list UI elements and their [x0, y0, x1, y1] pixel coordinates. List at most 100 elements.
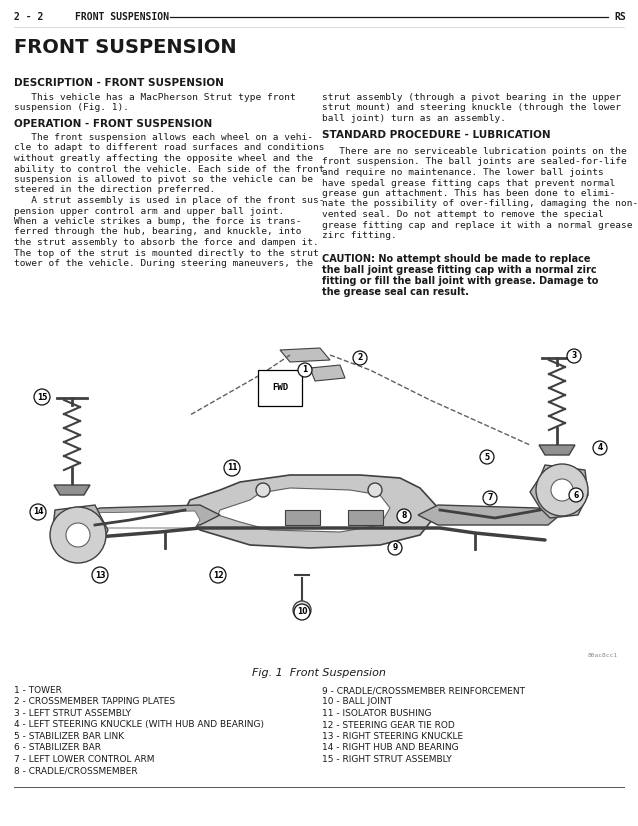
Text: 8: 8	[401, 511, 406, 520]
Circle shape	[30, 504, 46, 520]
Circle shape	[210, 567, 226, 583]
Text: 15 - RIGHT STRUT ASSEMBLY: 15 - RIGHT STRUT ASSEMBLY	[322, 755, 452, 764]
Text: fitting or fill the ball joint with grease. Damage to: fitting or fill the ball joint with grea…	[322, 276, 598, 286]
Text: 6: 6	[574, 491, 579, 500]
Text: 14: 14	[33, 507, 43, 516]
Polygon shape	[185, 475, 440, 548]
Polygon shape	[78, 505, 220, 525]
Circle shape	[298, 363, 312, 377]
Circle shape	[50, 507, 106, 563]
Text: 11: 11	[226, 463, 237, 472]
Circle shape	[66, 523, 90, 547]
Text: 5 - STABILIZER BAR LINK: 5 - STABILIZER BAR LINK	[14, 732, 124, 741]
Text: the strut assembly to absorb the force and dampen it.: the strut assembly to absorb the force a…	[14, 238, 319, 247]
Text: suspension (Fig. 1).: suspension (Fig. 1).	[14, 103, 129, 112]
Polygon shape	[54, 485, 90, 495]
Text: grease fitting cap and replace it with a normal grease: grease fitting cap and replace it with a…	[322, 221, 632, 230]
Text: 2: 2	[357, 354, 362, 363]
Text: pension upper control arm and upper ball joint.: pension upper control arm and upper ball…	[14, 206, 285, 216]
Circle shape	[353, 351, 367, 365]
Polygon shape	[418, 505, 560, 525]
Polygon shape	[310, 365, 345, 381]
Circle shape	[480, 450, 494, 464]
Text: 3 - LEFT STRUT ASSEMBLY: 3 - LEFT STRUT ASSEMBLY	[14, 709, 131, 718]
Text: 9: 9	[392, 544, 397, 553]
Text: ferred through the hub, bearing, and knuckle, into: ferred through the hub, bearing, and knu…	[14, 227, 302, 236]
Text: 1: 1	[302, 365, 308, 374]
Text: 12 - STEERING GEAR TIE ROD: 12 - STEERING GEAR TIE ROD	[322, 720, 455, 729]
Text: strut mount) and steering knuckle (through the lower: strut mount) and steering knuckle (throu…	[322, 103, 621, 112]
Text: cle to adapt to different road surfaces and conditions: cle to adapt to different road surfaces …	[14, 144, 325, 153]
Text: OPERATION - FRONT SUSPENSION: OPERATION - FRONT SUSPENSION	[14, 119, 212, 129]
Text: 5: 5	[484, 453, 489, 462]
Circle shape	[92, 567, 108, 583]
Text: have spedal grease fitting caps that prevent normal: have spedal grease fitting caps that pre…	[322, 178, 615, 188]
Circle shape	[536, 464, 588, 516]
Text: strut assembly (through a pivot bearing in the upper: strut assembly (through a pivot bearing …	[322, 93, 621, 102]
Text: 9 - CRADLE/CROSSMEMBER REINFORCEMENT: 9 - CRADLE/CROSSMEMBER REINFORCEMENT	[322, 686, 525, 695]
Text: RS: RS	[614, 12, 626, 22]
Text: vented seal. Do not attempt to remove the special: vented seal. Do not attempt to remove th…	[322, 210, 604, 219]
Text: DESCRIPTION - FRONT SUSPENSION: DESCRIPTION - FRONT SUSPENSION	[14, 78, 224, 88]
Text: tower of the vehicle. During steering maneuvers, the: tower of the vehicle. During steering ma…	[14, 259, 313, 268]
Text: without greatly affecting the opposite wheel and the: without greatly affecting the opposite w…	[14, 154, 313, 163]
Text: 13: 13	[95, 571, 105, 580]
Text: grease gun attachment. This has been done to elimi-: grease gun attachment. This has been don…	[322, 189, 615, 198]
Text: FRONT SUSPENSION: FRONT SUSPENSION	[14, 38, 237, 57]
Text: This vehicle has a MacPherson Strut type front: This vehicle has a MacPherson Strut type…	[14, 93, 296, 102]
Text: nate the possibility of over-filling, damaging the non-: nate the possibility of over-filling, da…	[322, 200, 638, 208]
Text: suspension is allowed to pivot so the vehicle can be: suspension is allowed to pivot so the ve…	[14, 175, 313, 184]
Circle shape	[388, 541, 402, 555]
Circle shape	[569, 488, 583, 502]
Text: and require no maintenance. The lower ball joints: and require no maintenance. The lower ba…	[322, 168, 604, 177]
Text: When a vehicle strikes a bump, the force is trans-: When a vehicle strikes a bump, the force…	[14, 217, 302, 226]
Text: 7 - LEFT LOWER CONTROL ARM: 7 - LEFT LOWER CONTROL ARM	[14, 755, 154, 764]
Text: 10 - BALL JOINT: 10 - BALL JOINT	[322, 697, 392, 706]
Text: 12: 12	[212, 571, 223, 580]
Text: FRONT SUSPENSION: FRONT SUSPENSION	[75, 12, 169, 22]
Text: 6 - STABILIZER BAR: 6 - STABILIZER BAR	[14, 743, 101, 752]
Text: 4 - LEFT STEERING KNUCKLE (WITH HUB AND BEARING): 4 - LEFT STEERING KNUCKLE (WITH HUB AND …	[14, 720, 264, 729]
Text: 1 - TOWER: 1 - TOWER	[14, 686, 62, 695]
Text: 13 - RIGHT STEERING KNUCKLE: 13 - RIGHT STEERING KNUCKLE	[322, 732, 463, 741]
Polygon shape	[348, 510, 383, 525]
Circle shape	[567, 349, 581, 363]
Text: 2 - 2: 2 - 2	[14, 12, 43, 22]
Text: 10: 10	[297, 607, 308, 616]
Text: CAUTION: No attempt should be made to replace: CAUTION: No attempt should be made to re…	[322, 254, 591, 264]
Text: 11 - ISOLATOR BUSHING: 11 - ISOLATOR BUSHING	[322, 709, 431, 718]
Text: the grease seal can result.: the grease seal can result.	[322, 287, 469, 297]
Text: the ball joint grease fitting cap with a normal zirc: the ball joint grease fitting cap with a…	[322, 265, 597, 275]
Circle shape	[593, 441, 607, 455]
Text: ability to control the vehicle. Each side of the front: ability to control the vehicle. Each sid…	[14, 164, 325, 173]
Text: There are no serviceable lubrication points on the: There are no serviceable lubrication poi…	[322, 147, 627, 156]
Text: 7: 7	[487, 493, 493, 502]
Text: 15: 15	[37, 392, 47, 401]
Circle shape	[368, 483, 382, 497]
Circle shape	[34, 389, 50, 405]
Text: FWD: FWD	[272, 383, 288, 392]
Text: 14 - RIGHT HUB AND BEARING: 14 - RIGHT HUB AND BEARING	[322, 743, 459, 752]
Polygon shape	[285, 510, 320, 525]
Circle shape	[256, 483, 270, 497]
Circle shape	[397, 509, 411, 523]
Bar	[10, 345, 628, 660]
Text: front suspension. The ball joints are sealed-for-life: front suspension. The ball joints are se…	[322, 158, 627, 167]
Text: 8 - CRADLE/CROSSMEMBER: 8 - CRADLE/CROSSMEMBER	[14, 767, 138, 776]
Circle shape	[294, 604, 310, 620]
Polygon shape	[530, 465, 588, 518]
Text: steered in the direction preferred.: steered in the direction preferred.	[14, 186, 215, 194]
Text: 80ac8cc1: 80ac8cc1	[588, 653, 618, 658]
Circle shape	[293, 601, 311, 619]
Text: The top of the strut is mounted directly to the strut: The top of the strut is mounted directly…	[14, 249, 319, 258]
Polygon shape	[52, 505, 108, 558]
Text: 3: 3	[572, 352, 577, 360]
Polygon shape	[280, 348, 330, 362]
Text: A strut assembly is used in place of the front sus-: A strut assembly is used in place of the…	[14, 196, 325, 205]
Text: Fig. 1  Front Suspension: Fig. 1 Front Suspension	[252, 668, 386, 678]
Polygon shape	[218, 488, 390, 532]
Text: zirc fitting.: zirc fitting.	[322, 231, 397, 240]
Circle shape	[483, 491, 497, 505]
Polygon shape	[539, 445, 575, 455]
Text: 2 - CROSSMEMBER TAPPING PLATES: 2 - CROSSMEMBER TAPPING PLATES	[14, 697, 175, 706]
